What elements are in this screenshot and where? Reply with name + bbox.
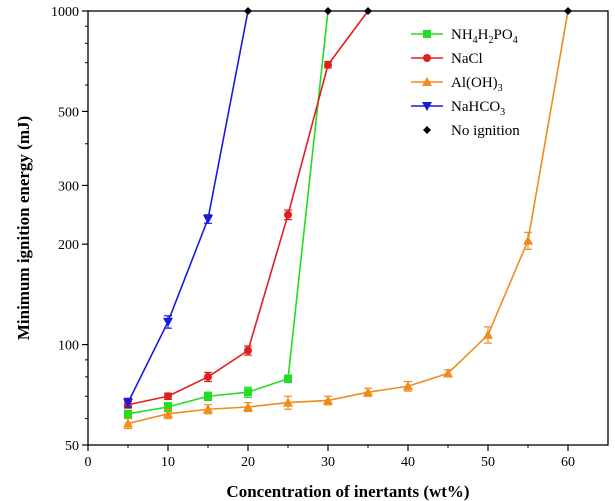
y-tick-label: 100 [58,339,79,354]
data-point-al-oh-3 [483,329,493,339]
data-point-al-oh-3 [203,404,213,414]
data-point-nacl [164,392,172,401]
legend-label: NaHCO3 [451,99,505,118]
series-line-nahco3 [127,10,249,403]
series-line-nh4h2po4 [127,10,329,415]
data-point-nacl [324,60,332,69]
data-point-nh4h2po4 [244,388,252,397]
x-tick-label: 40 [401,455,415,470]
legend-marker [423,126,431,134]
x-tick-label: 50 [481,455,495,470]
y-tick-label: 200 [58,238,79,253]
legend-item-nahco3: NaHCO3 [411,99,505,118]
data-point-al-oh-3 [443,368,453,378]
series-al-oh-3 [123,10,569,430]
x-axis-title: Concentration of inertants (wt%) [226,482,469,501]
data-point-nacl [244,346,252,355]
data-point-al-oh-3 [123,418,133,428]
series-nahco3 [123,10,249,408]
legend-label: NH4H2PO4 [451,27,518,46]
y-tick-label: 500 [58,105,79,120]
plot-frame [87,10,609,446]
y-tick-label: 1000 [51,5,79,20]
x-tick-label: 20 [241,455,255,470]
data-point-nacl [204,372,212,381]
legend-item-nh4h2po4: NH4H2PO4 [411,27,518,46]
legend-item-nacl: NaCl [411,51,483,67]
legend-marker [422,102,432,111]
x-tick-label: 30 [321,455,335,470]
data-point-al-oh-3 [523,235,533,245]
no-ignition-point [364,7,372,15]
legend-marker [422,77,432,86]
series-nacl [124,10,369,409]
y-tick-label: 50 [65,439,79,454]
x-tick-label: 10 [161,455,175,470]
data-point-al-oh-3 [283,397,293,407]
data-point-al-oh-3 [323,395,333,405]
data-point-nh4h2po4 [284,374,292,383]
data-point-nh4h2po4 [204,392,212,401]
series-line-al-oh-3 [127,10,569,425]
legend-marker [423,54,431,62]
x-tick-label: 0 [85,455,92,470]
data-point-nahco3 [123,398,133,408]
legend: NH4H2PO4 NaCl Al(OH)3 NaHCO3 No ignition [411,27,520,139]
legend-label: NaCl [451,51,483,67]
series-no-ignition [244,7,572,15]
data-point-al-oh-3 [243,401,253,411]
plot-area [87,10,609,446]
no-ignition-point [564,7,572,15]
data-point-al-oh-3 [163,408,173,418]
series-layer [123,7,572,430]
no-ignition-point [324,7,332,15]
data-point-nh4h2po4 [124,409,132,418]
legend-item-al-oh-3: Al(OH)3 [411,75,503,94]
series-nh4h2po4 [124,10,329,418]
legend-label: Al(OH)3 [451,75,503,94]
axes: 0 10 20 30 40 50 60 50 100 200 300 500 1000 [51,5,575,470]
legend-label: No ignition [451,123,520,139]
data-point-nacl [284,210,292,219]
data-point-nh4h2po4 [164,402,172,411]
no-ignition-point [244,7,252,15]
data-point-nahco3 [163,317,173,327]
data-point-nahco3 [203,214,213,224]
x-tick-label: 60 [561,455,575,470]
data-point-al-oh-3 [363,387,373,397]
y-tick-label: 300 [58,179,79,194]
y-axis-title: Minimum ignition energy (mJ) [14,116,33,340]
legend-item-no-ignition: No ignition [423,123,520,139]
data-point-al-oh-3 [403,381,413,391]
legend-marker [423,30,431,38]
